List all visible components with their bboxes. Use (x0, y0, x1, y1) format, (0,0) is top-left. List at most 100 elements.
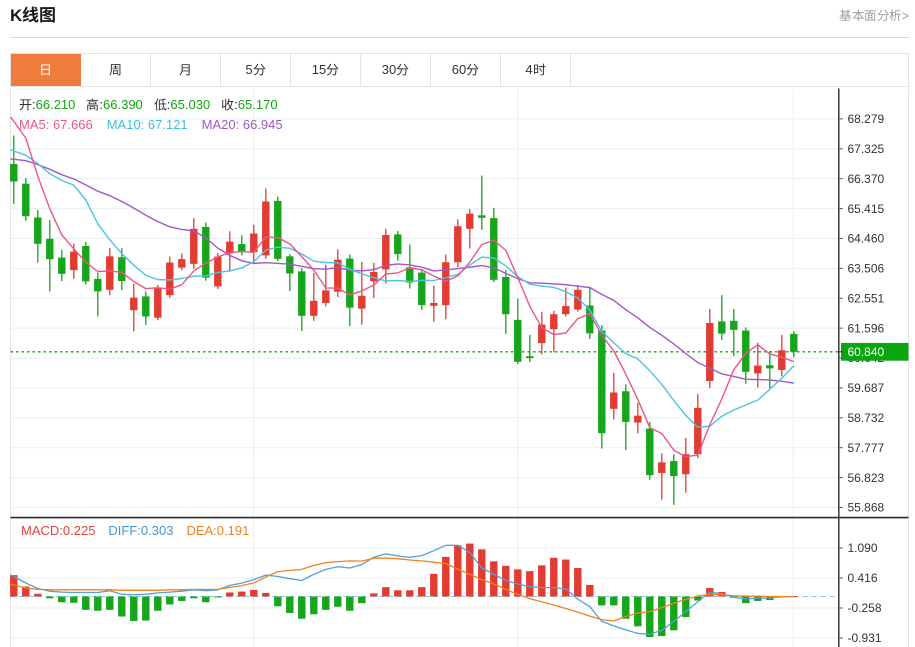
macd-bar-negative (322, 596, 330, 610)
tab-5min[interactable]: 5 (221, 54, 291, 86)
info-high-label: : (86, 97, 103, 112)
cjk-glyph (22, 6, 39, 23)
macd-bar-positive (418, 587, 426, 597)
macd-bar-positive (442, 556, 450, 597)
tab-day[interactable] (11, 54, 81, 86)
price-axis-label: 58.732 (848, 411, 885, 425)
tab-4hour[interactable]: 4 (501, 54, 571, 86)
info-high: :66.390 (86, 97, 143, 112)
macd-axis-label: 1.090 (848, 541, 878, 555)
macd-bar-positive (454, 545, 462, 597)
candle-body-up (682, 454, 690, 475)
macd-bar-positive (22, 586, 30, 597)
info-low: :65.030 (154, 97, 210, 112)
macd-bar-negative (286, 596, 294, 613)
macd-bar-negative (130, 596, 138, 621)
page-title: K (10, 6, 56, 26)
cjk-glyph (253, 63, 266, 76)
macd-bar-negative (694, 596, 702, 601)
candle-body-up (154, 287, 162, 318)
tab-month[interactable] (151, 54, 221, 86)
candle-body-down (94, 278, 102, 292)
macd-bar-negative (142, 596, 150, 621)
candle-body-down (718, 321, 726, 334)
candle-body-up (574, 289, 582, 310)
candle-body-down (490, 218, 498, 280)
price-axis-label: 64.460 (848, 232, 885, 246)
tab-week[interactable] (81, 54, 151, 86)
price-axis-label: 62.551 (848, 291, 885, 305)
current-price-badge (841, 342, 909, 361)
macd-axis-label: -0.258 (848, 601, 882, 615)
cjk-glyph (877, 9, 890, 22)
info-low-value: 65.030 (170, 97, 211, 112)
tab-15min[interactable]: 15 (291, 54, 361, 86)
cjk-glyph (19, 98, 32, 111)
tab-60min[interactable]: 60 (431, 54, 501, 86)
macd-bar-negative (154, 596, 162, 611)
candle-body-down (82, 245, 90, 282)
period-tabs: 5 15 30 60 4 (10, 53, 909, 87)
candle-body-up (226, 241, 234, 254)
candle-body-down (646, 428, 654, 476)
kline-chart-area[interactable]: 68.279 67.325 66.370 65.415 64.460 63.506 62.5… (0, 87, 915, 647)
candle-body-up (658, 462, 666, 473)
fundamental-analysis-link[interactable]: > (839, 9, 909, 23)
candle-body-up (466, 213, 474, 229)
candle-body-down (586, 305, 594, 334)
candle-body-up (190, 228, 198, 264)
macd-bar-positive (370, 593, 378, 597)
macd-bar-negative (634, 596, 642, 627)
kline-chart-svg: 68.279 67.325 66.370 65.415 64.460 63.506 62.5… (9, 88, 909, 647)
candle-body-up (610, 392, 618, 409)
candle-body-up (262, 201, 270, 256)
candle-body-up (430, 302, 438, 306)
candle-body-up (562, 306, 570, 315)
macd-bar-negative (46, 596, 54, 599)
ma-info: MA5: 67.666 MA10: 67.121 MA20: 66.945 (19, 117, 283, 132)
macd-bar-negative (334, 596, 342, 607)
dea-line (10, 557, 794, 622)
candle-body-down (766, 365, 774, 369)
candle-body-up (310, 300, 318, 316)
macd-bar-positive (406, 590, 414, 597)
info-high-value: 66.390 (103, 97, 143, 112)
price-axis-label: 59.687 (848, 381, 885, 395)
cjk-glyph (326, 63, 339, 76)
candle-body-down (238, 244, 246, 253)
macd-bar-negative (742, 596, 750, 604)
macd-bar-negative (346, 596, 354, 611)
candle-body-down (118, 257, 126, 282)
candle-body-down (298, 271, 306, 316)
candle-body-up (634, 415, 642, 423)
cjk-glyph (839, 9, 852, 22)
candle-body-down (790, 333, 798, 352)
macd-bar-negative (298, 596, 306, 619)
price-axis-label: 66.370 (848, 172, 885, 186)
macd-bar-negative (658, 596, 666, 637)
candle-body-up (322, 290, 330, 303)
candle-body-up (382, 235, 390, 270)
candle-body-down (58, 257, 66, 274)
info-ma10: MA10: 67.121 (106, 116, 188, 132)
macd-axis-label: -0.931 (848, 631, 882, 645)
info-low-label: : (154, 97, 170, 112)
macd-bar-positive (262, 592, 270, 597)
cjk-glyph (86, 98, 99, 111)
macd-bar-negative (58, 596, 66, 603)
macd-bar-negative (682, 596, 690, 617)
info-open-label: : (19, 97, 36, 112)
candle-body-up (454, 226, 462, 263)
price-axis-label: 61.596 (848, 321, 885, 335)
info-open-value: 66.210 (35, 97, 76, 112)
candle-body-down (478, 215, 486, 218)
candle-body-down (670, 461, 678, 477)
macd-bar-positive (586, 584, 594, 597)
info-close-value: 65.170 (237, 97, 278, 112)
candle-body-down (742, 330, 750, 372)
macd-bar-positive (490, 561, 498, 597)
tab-30min[interactable]: 30 (361, 54, 431, 86)
candle-body-up (370, 271, 378, 282)
price-axis-label: 68.279 (848, 112, 885, 126)
